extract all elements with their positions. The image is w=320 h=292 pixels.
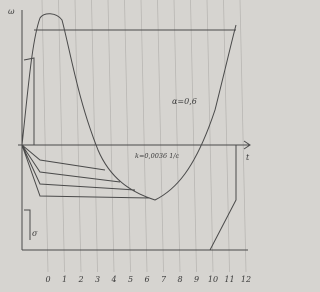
x-tick-label: 1 xyxy=(62,275,67,284)
x-tick-label: 3 xyxy=(95,275,100,284)
x-tick-label: 6 xyxy=(144,275,149,284)
x-tick-label: 4 xyxy=(110,275,116,284)
sigma-label: σ xyxy=(32,229,38,238)
x-tick-label: 10 xyxy=(208,275,218,284)
x-tick-label: 2 xyxy=(77,275,83,284)
x-tick-label: 9 xyxy=(194,275,199,284)
k-label: k=0,0036 1/c xyxy=(135,152,180,160)
x-tick-label: 8 xyxy=(177,275,182,284)
x-tick-label: 0 xyxy=(45,275,50,284)
alpha-label: α=0,6 xyxy=(172,97,197,106)
page: {"axis": {"y_label": "ω", "x_label": "t"… xyxy=(0,0,255,292)
y-axis-label: ω xyxy=(8,7,15,16)
x-tick-label: 12 xyxy=(241,275,251,284)
x-tick-label: 5 xyxy=(128,275,133,284)
x-tick-label: 11 xyxy=(224,275,234,284)
